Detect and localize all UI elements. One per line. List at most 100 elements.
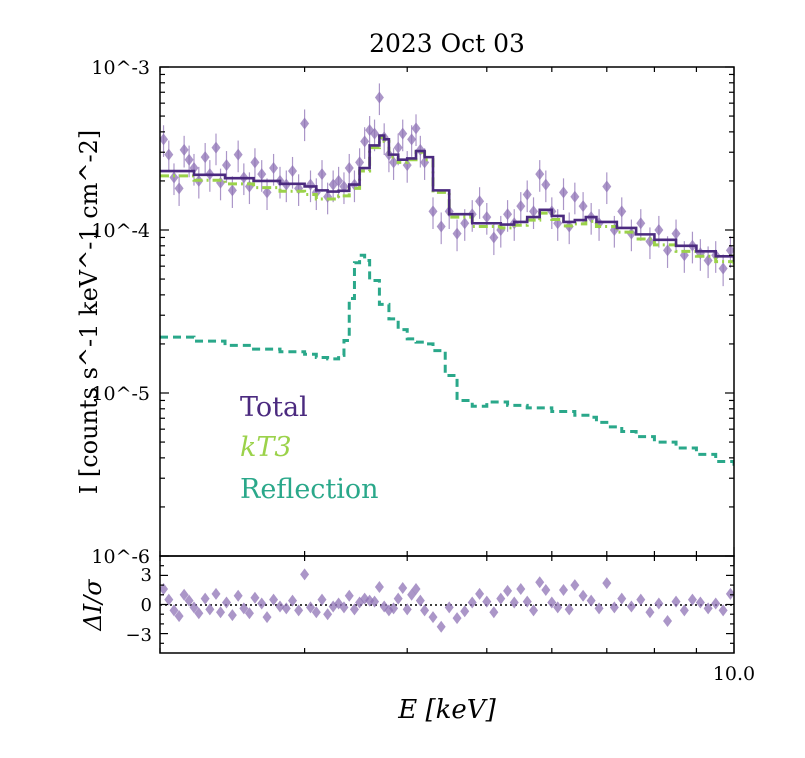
residual-point [516, 582, 526, 595]
residual-point [522, 595, 532, 608]
data-point [281, 170, 291, 203]
residual-point [244, 607, 254, 620]
residual-point [460, 605, 470, 618]
data-point [300, 109, 310, 142]
residual-point [374, 581, 384, 594]
residual-point [317, 593, 327, 606]
legend-reflection: Reflection [240, 474, 379, 505]
res-ytick-0: 0 [141, 595, 152, 616]
residual-point [189, 601, 199, 614]
residual-plot-area [160, 568, 734, 633]
data-point [718, 254, 728, 287]
residual-point [344, 589, 354, 602]
res-ytick-neg3: −3 [125, 625, 152, 646]
data-point [654, 215, 664, 248]
data-point [169, 163, 179, 196]
series-reflection-line [160, 253, 734, 468]
xtick-label-10: 10.0 [713, 663, 755, 685]
res-ytick-3: 3 [141, 565, 152, 586]
residual-point [211, 587, 221, 600]
residual-point [205, 603, 215, 616]
data-point [535, 160, 545, 192]
data-point [411, 114, 421, 146]
data-point [436, 212, 446, 245]
data-point [227, 176, 237, 208]
data-point [360, 127, 370, 159]
residual-point [194, 607, 204, 620]
residual-point [200, 592, 210, 605]
residual-point [169, 604, 179, 617]
residual-y-ticklabels: 3 0 −3 [125, 565, 152, 646]
data-point [452, 219, 462, 252]
data-point [564, 212, 574, 245]
data-point [496, 215, 506, 248]
y-axis-ticklabels: 10^-3 10^-4 10^-5 10^-6 [91, 57, 150, 568]
residual-point [636, 593, 646, 606]
data-point [233, 140, 243, 173]
residual-point [475, 587, 485, 600]
residual-point [626, 600, 636, 613]
residual-point [711, 597, 721, 610]
residual-point [529, 604, 539, 617]
legend: Total kT3 Reflection [240, 392, 379, 505]
residual-point [389, 602, 399, 615]
legend-total: Total [240, 392, 308, 423]
residual-point [288, 594, 298, 607]
residual-point [578, 589, 588, 602]
residual-point [496, 592, 506, 605]
residual-point [227, 609, 237, 622]
residual-point [509, 596, 519, 609]
data-point [257, 160, 267, 192]
residual-point [703, 602, 713, 615]
residual-point [586, 594, 596, 607]
residual-point [160, 582, 169, 595]
data-point [407, 125, 417, 157]
axis-ticks [159, 66, 735, 653]
data-point [529, 197, 539, 230]
data-point [262, 178, 272, 211]
residual-point [695, 596, 705, 609]
residual-point [311, 606, 321, 619]
residual-point [671, 595, 681, 608]
data-point [398, 119, 408, 152]
legend-kt3: kT3 [240, 432, 292, 463]
data-point [541, 170, 551, 203]
ytick-label-1e-6: 10^-6 [91, 546, 150, 568]
data-point [578, 192, 588, 224]
y-axis-label: I [counts s^-1 keV^-1 cm^-2] [75, 130, 103, 495]
data-point [200, 143, 210, 175]
data-point [602, 172, 612, 205]
data-point [174, 174, 184, 206]
residual-point [339, 601, 349, 614]
data-point [636, 209, 646, 241]
residual-point [300, 568, 310, 581]
residual-point [467, 596, 477, 609]
residual-point [402, 603, 412, 616]
chart-title: 2023 Oct 03 [369, 29, 525, 58]
data-point [475, 187, 485, 219]
data-point [522, 180, 532, 213]
residual-point [250, 591, 260, 604]
data-point [317, 160, 327, 192]
residual-point [398, 582, 408, 595]
residual-point [452, 612, 462, 625]
ytick-label-1e-5: 10^-5 [91, 383, 150, 405]
data-point [663, 236, 673, 268]
residual-point [609, 601, 619, 614]
residual-point [482, 595, 492, 608]
residual-point [645, 606, 655, 619]
data-point [609, 215, 619, 248]
model-curves [160, 134, 734, 468]
residual-point [411, 582, 421, 595]
residual-point [393, 592, 403, 605]
residual-point [718, 604, 728, 617]
data-point [334, 166, 344, 199]
residual-point [415, 594, 425, 607]
residual-point [420, 604, 430, 617]
residual-point [294, 604, 304, 617]
data-point [402, 151, 412, 183]
residual-point [428, 611, 438, 624]
data-point [482, 203, 492, 235]
residual-point [306, 601, 316, 614]
data-point [617, 197, 627, 230]
